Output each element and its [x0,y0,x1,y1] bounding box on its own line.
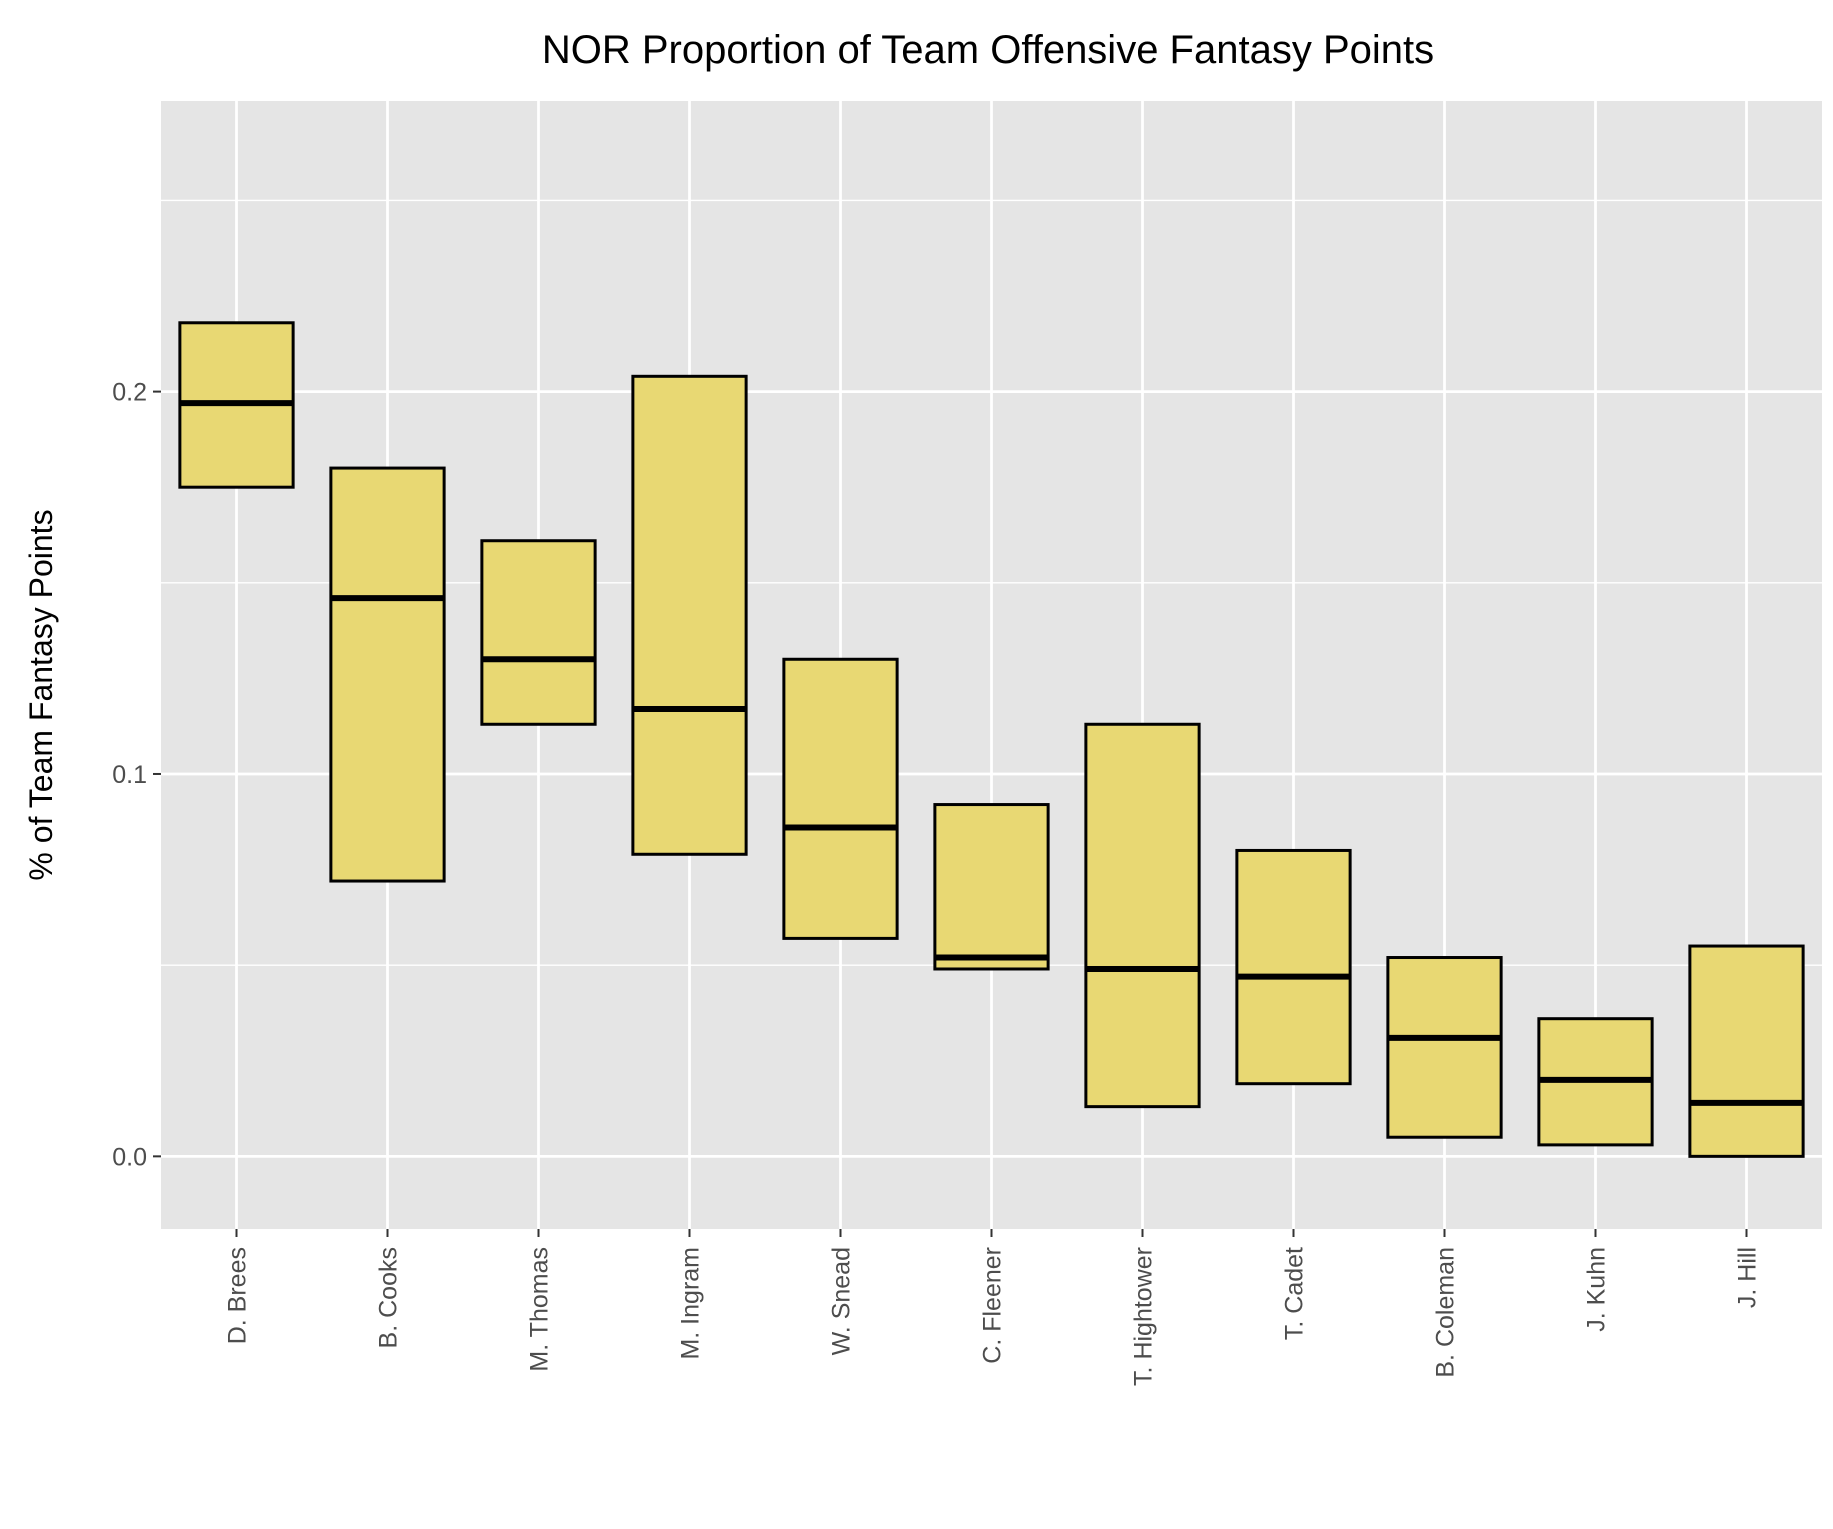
x-tick-label: J. Kuhn [1583,1247,1611,1332]
boxes [178,321,1805,1158]
x-tick-label: T. Hightower [1130,1247,1158,1386]
x-tick-label: M. Ingram [677,1247,705,1360]
x-tick-label: B. Coleman [1432,1247,1460,1378]
x-tick-label: B. Cooks [375,1247,403,1348]
box [782,657,899,940]
x-tick-label: J. Hill [1734,1247,1762,1308]
x-tick-label: C. Fleener [979,1247,1007,1364]
box [1084,722,1201,1109]
chart-title: NOR Proportion of Team Offensive Fantasy… [542,28,1434,72]
y-axis-label: % of Team Fantasy Points [23,509,59,880]
box [1688,944,1805,1158]
y-tick-label: 0.2 [112,379,147,407]
x-tick-label: M. Thomas [526,1247,554,1372]
box [1386,956,1503,1139]
box [631,374,748,856]
x-tick-label: D. Brees [224,1247,252,1344]
y-tick-label: 0.1 [112,761,147,789]
box [933,803,1050,971]
y-tick-label: 0.0 [112,1143,147,1171]
x-tick-label: T. Cadet [1281,1247,1309,1340]
box [480,539,597,726]
box [1235,848,1352,1086]
axes: 0.0 0.1 0.2 D. Brees B. Cooks M. Thomas M. Ing… [112,379,1761,1386]
x-tick-label: W. Snead [828,1247,856,1355]
box [329,466,446,883]
